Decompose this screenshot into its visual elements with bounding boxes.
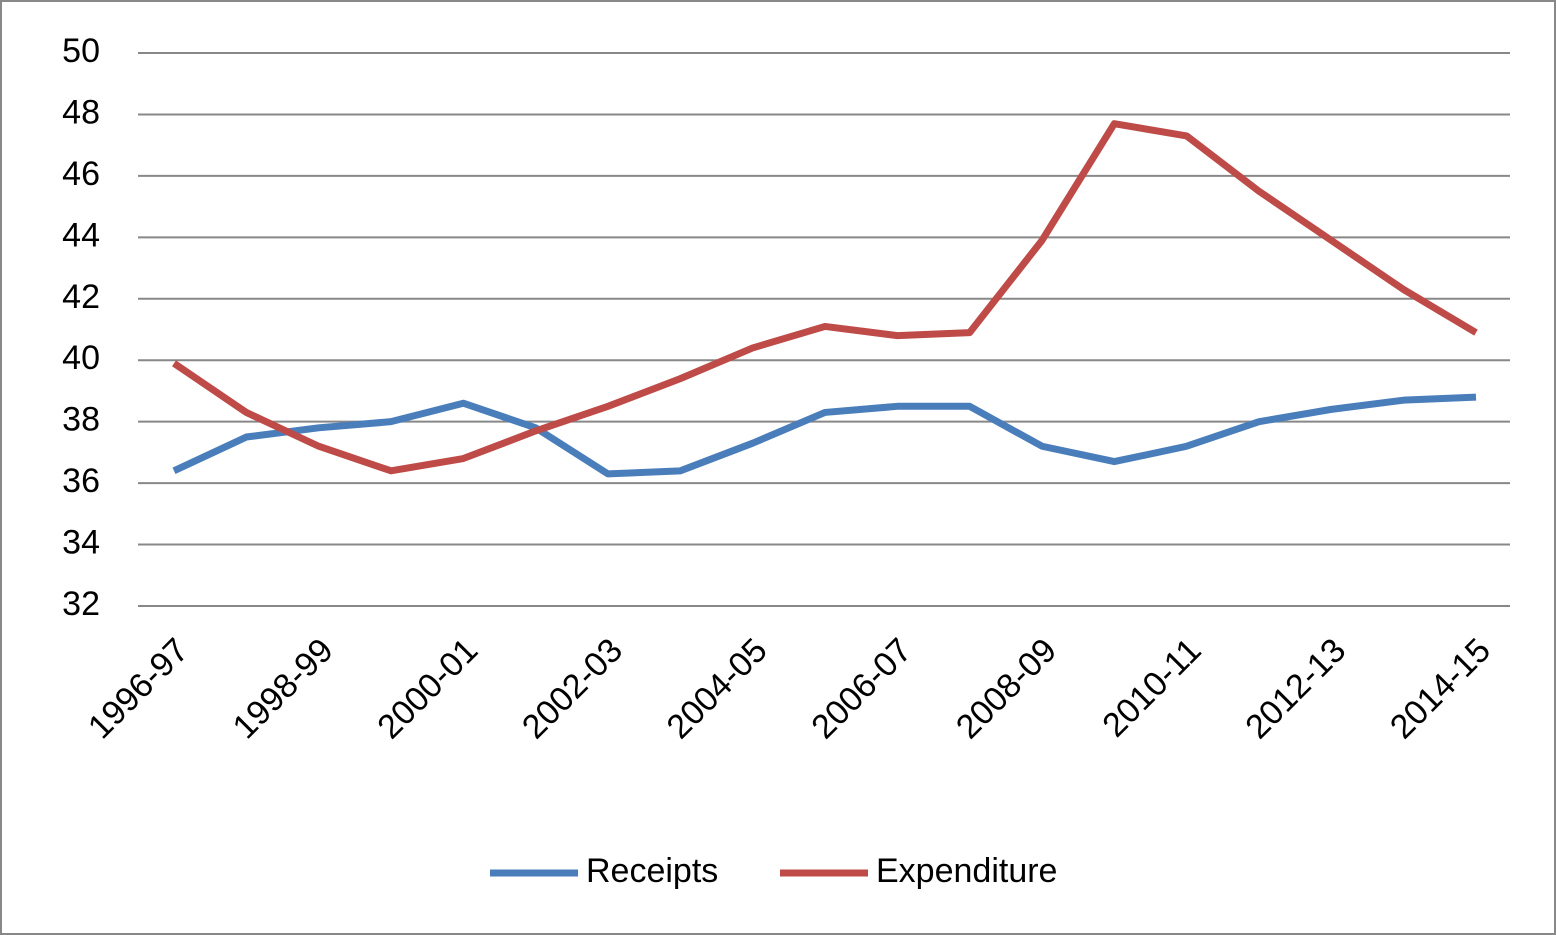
y-tick-label: 50 [62, 32, 100, 70]
legend-label: Receipts [586, 852, 718, 890]
y-tick-label: 42 [62, 278, 100, 316]
y-tick-label: 36 [62, 462, 100, 500]
series-line [172, 393, 1477, 478]
y-tick-label: 48 [62, 93, 100, 131]
series-line [172, 120, 1478, 475]
y-tick-label: 44 [62, 216, 100, 254]
y-tick-label: 38 [62, 401, 100, 439]
legend-label: Expenditure [876, 852, 1057, 890]
y-tick-label: 34 [62, 524, 100, 562]
y-tick-label: 32 [62, 585, 100, 623]
y-tick-label: 46 [62, 155, 100, 193]
y-tick-label: 40 [62, 339, 100, 377]
